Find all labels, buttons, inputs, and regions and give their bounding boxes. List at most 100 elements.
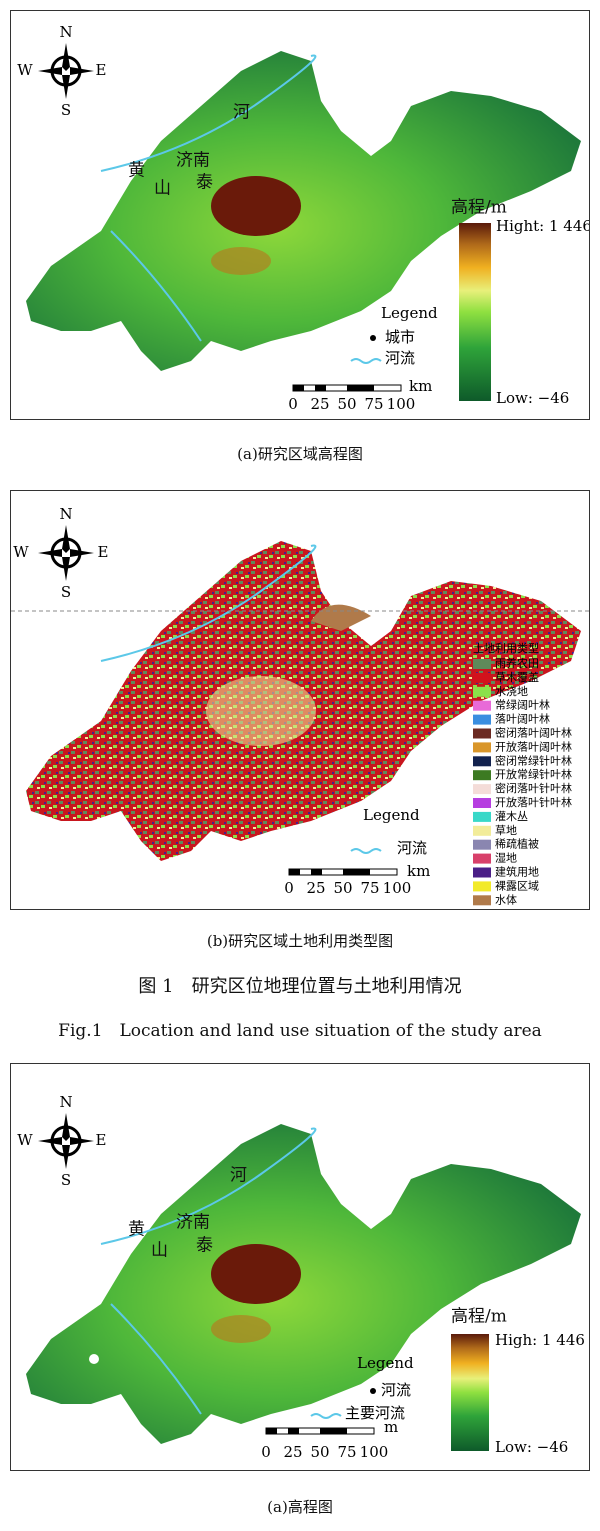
place-label: 山 [154, 179, 171, 199]
landuse-class: 落叶阔叶林 [495, 712, 550, 726]
legend-title: Legend [357, 1354, 414, 1372]
scale-tick: 100 [360, 1443, 389, 1461]
compass-e: E [96, 1131, 107, 1149]
landuse-class: 草木覆盖 [495, 670, 539, 684]
place-label: 山 [151, 1241, 168, 1261]
scale-bar [288, 868, 398, 876]
scale-tick: 50 [310, 1443, 329, 1461]
landuse-class: 开放落叶针叶林 [495, 795, 572, 809]
place-label: 济南 [176, 1213, 210, 1233]
landuse-swatch [473, 742, 491, 753]
compass-e: E [96, 61, 107, 79]
scale-tick: 75 [364, 395, 383, 413]
landuse-swatch [473, 798, 491, 808]
scale-unit: km [407, 862, 430, 880]
place-label: 泰 [196, 1236, 213, 1256]
scale-tick: 0 [261, 1443, 271, 1461]
landuse-swatch [473, 867, 491, 878]
landuse-swatch [473, 839, 491, 850]
landuse-class: 密闭落叶针叶林 [495, 781, 572, 795]
landuse-swatch [473, 672, 491, 683]
caption: (a)研究区域高程图 [237, 445, 363, 463]
region [26, 51, 581, 371]
figure-title-cn: 图 1 研究区位地理位置与土地利用情况 [138, 976, 462, 997]
compass-s: S [61, 1171, 71, 1189]
scale-tick: 50 [337, 395, 356, 413]
scale-tick: 100 [383, 879, 412, 897]
legend-item: 河流 [381, 1381, 411, 1399]
scale-unit: m [384, 1418, 398, 1436]
compass-s: S [61, 101, 71, 119]
scale-tick: 100 [387, 395, 416, 413]
landuse-swatch [473, 853, 491, 864]
compass: N S W E [13, 505, 108, 601]
landuse-class: 开放常绿针叶林 [495, 767, 572, 781]
legend-title: Legend [381, 304, 438, 322]
landuse-class: 稀疏植被 [495, 837, 539, 851]
colorbar [459, 223, 491, 401]
landuse-swatch [473, 895, 491, 906]
scale-tick: 75 [337, 1443, 356, 1461]
scale-bar [292, 384, 402, 392]
scale-tick: 25 [306, 879, 325, 897]
compass-w: W [13, 543, 29, 561]
landuse-class: 灌木丛 [495, 810, 528, 823]
landuse-swatch [473, 825, 491, 836]
scale-tick: 75 [360, 879, 379, 897]
landuse-swatch [473, 700, 491, 711]
compass-w: W [17, 61, 33, 79]
landuse-swatch [473, 686, 491, 697]
colorbar [451, 1334, 489, 1451]
legend-item: 主要河流 [345, 1404, 405, 1422]
compass-s: S [61, 583, 71, 601]
legend-river-symbol [350, 358, 382, 364]
place-label: 河 [233, 103, 250, 123]
legend-river-symbol [310, 1413, 342, 1419]
legend-title: Legend [363, 806, 420, 824]
compass-n: N [59, 505, 72, 523]
scale-bar [265, 1427, 375, 1435]
landuse-legend: 雨养农田草木覆盖水浇地常绿阔叶林落叶阔叶林密闭落叶阔叶林开放落叶阔叶林密闭常绿针… [473, 656, 572, 906]
legend-dot-symbol [370, 1388, 376, 1394]
colorbar-low: Low: −46 [495, 1438, 568, 1456]
scale-unit: km [409, 377, 432, 395]
region [26, 1124, 581, 1444]
landuse-title: 土地利用类型 [473, 641, 539, 655]
landuse-panel: N S W E 土地利用类型 雨养农田 草木覆盖 水浇地 常绿阔叶林 落叶阔叶林 密闭落叶… [10, 490, 590, 910]
landuse-class: 水浇地 [495, 685, 528, 698]
landuse-class: 湿地 [495, 852, 517, 865]
compass: N S W E [17, 23, 106, 119]
caption: (a)高程图 [267, 1498, 333, 1516]
landuse-class: 常绿阔叶林 [495, 698, 550, 712]
map: N S W E 河 黄 济南 山 泰 高程/m Hight: 1 446 Low… [17, 23, 589, 413]
colorbar-high: Hight: 1 446 [496, 217, 589, 235]
landuse-swatch [473, 881, 491, 892]
scale-tick: 25 [310, 395, 329, 413]
scale-tick: 25 [283, 1443, 302, 1461]
colorbar-high: High: 1 446 [495, 1331, 585, 1349]
legend-city-symbol [370, 335, 376, 341]
landuse-swatch [473, 811, 491, 822]
colorbar-low: Low: −46 [496, 389, 569, 407]
landuse-swatch [473, 728, 491, 739]
legend-item: 河流 [385, 349, 415, 367]
place-label: 黄 [128, 1220, 145, 1240]
legend-item: 河流 [397, 839, 427, 857]
landuse-class: 裸露区域 [495, 878, 539, 892]
landuse-class: 水体 [495, 892, 517, 906]
place-label: 泰 [196, 173, 213, 193]
landuse-swatch [473, 756, 491, 767]
compass-n: N [59, 23, 72, 41]
map: N S W E 土地利用类型 雨养农田草木覆盖水浇地常绿阔叶林落叶阔叶林密闭落叶… [11, 505, 589, 906]
colorbar-title: 高程/m [451, 1307, 507, 1327]
elevation-panel: N S W E 河 黄 济南 山 泰 高程/m Hight: 1 446 Low… [10, 10, 590, 420]
landuse-class: 雨养农田 [495, 656, 539, 670]
scale-tick: 0 [284, 879, 294, 897]
legend-river-symbol [350, 848, 382, 854]
compass-e: E [98, 543, 109, 561]
compass: N S W E [17, 1093, 106, 1189]
place-label: 河 [230, 1166, 247, 1186]
landuse-class: 建筑用地 [495, 865, 539, 879]
legend-item: 城市 [385, 328, 415, 346]
